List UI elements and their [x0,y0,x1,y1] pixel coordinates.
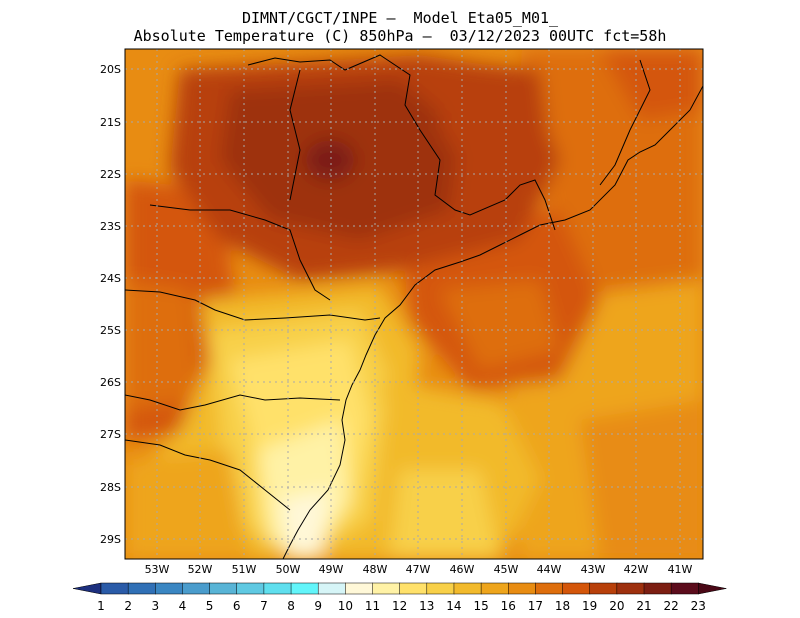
lon-tick-label: 47W [406,563,431,576]
colorbar-label: 11 [365,599,380,613]
lon-tick-label: 45W [494,563,519,576]
map-frame [124,48,704,560]
lon-tick-label: 44W [537,563,562,576]
colorbar-swatch [453,582,482,595]
colorbar-swatch [155,582,184,595]
colorbar-swatch [562,582,591,595]
lat-tick-label: 24S [100,272,121,285]
map-title-line-2: Absolute Temperature (C) 850hPa — 03/12/… [133,27,667,45]
colorbar-label: 8 [287,599,295,613]
longitude-axis: 53W 52W 51W 50W 49W 48W 47W 46W 45W 44W … [145,563,693,576]
colorbar-label: 16 [501,599,516,613]
colorbar-label: 18 [555,599,570,613]
colorbar-label: 17 [528,599,543,613]
colorbar-swatch [236,582,265,595]
colorbar-legend: 1 2 3 4 5 6 7 8 9 10 11 12 13 14 15 16 17 18 19 20 21 22 23 [72,582,727,613]
lat-tick-label: 28S [100,481,121,494]
lat-tick-label: 23S [100,220,121,233]
colorbar-label: 22 [664,599,679,613]
temperature-field [125,49,703,559]
colorbar-swatch [263,582,292,595]
lat-tick-label: 29S [100,533,121,546]
colorbar-label: 2 [124,599,132,613]
colorbar-swatch [643,582,672,595]
lat-tick-label: 21S [100,116,121,129]
colorbar-label: 12 [392,599,407,613]
map-title-line-1: DIMNT/CGCT/INPE — Model Eta05_M01_ [241,9,559,27]
lat-tick-label: 22S [100,168,121,181]
coastline-borders [125,54,703,559]
latitude-axis: 20S 21S 22S 23S 24S 25S 26S 27S 28S 29S [100,63,121,546]
colorbar-label: 1 [97,599,105,613]
lon-tick-label: 41W [668,563,693,576]
lat-tick-label: 20S [100,63,121,76]
colorbar-label: 10 [338,599,353,613]
colorbar-swatch [209,582,238,595]
lat-tick-label: 27S [100,428,121,441]
colorbar-label: 23 [691,599,706,613]
lon-tick-label: 52W [188,563,213,576]
colorbar-swatch [372,582,401,595]
lon-tick-label: 43W [581,563,606,576]
colorbar-label: 14 [446,599,461,613]
colorbar-label: 9 [314,599,322,613]
lon-tick-label: 42W [624,563,649,576]
colorbar-label: 5 [206,599,214,613]
colorbar-swatch [535,582,564,595]
colorbar-label: 19 [582,599,597,613]
lon-tick-label: 49W [319,563,344,576]
colorbar-label: 7 [260,599,268,613]
colorbar-swatch [589,582,618,595]
lat-tick-label: 26S [100,376,121,389]
lon-tick-label: 50W [276,563,301,576]
colorbar-label: 15 [473,599,488,613]
gridlines [125,49,703,559]
lon-tick-label: 51W [232,563,257,576]
colorbar-swatch [345,582,374,595]
colorbar-swatch [399,582,428,595]
colorbar-swatch [317,582,346,595]
colorbar-label: 21 [636,599,651,613]
colorbar-label: 3 [151,599,159,613]
lat-tick-label: 25S [100,324,121,337]
colorbar-swatch [426,582,455,595]
colorbar-swatch [616,582,645,595]
colorbar-swatch [480,582,509,595]
colorbar-swatch [290,582,319,595]
colorbar-swatch [508,582,536,595]
colorbar-swatch [127,582,156,595]
lon-tick-label: 46W [450,563,475,576]
lon-tick-label: 53W [145,563,170,576]
colorbar-high-arrow [698,582,727,595]
colorbar-label: 4 [179,599,187,613]
colorbar-label: 6 [233,599,241,613]
colorbar-swatch [670,582,699,595]
colorbar-swatch [100,582,129,595]
lon-tick-label: 48W [363,563,388,576]
colorbar-label: 20 [609,599,624,613]
colorbar-swatch [182,582,211,595]
colorbar-low-arrow [72,582,102,595]
colorbar-label: 13 [419,599,434,613]
